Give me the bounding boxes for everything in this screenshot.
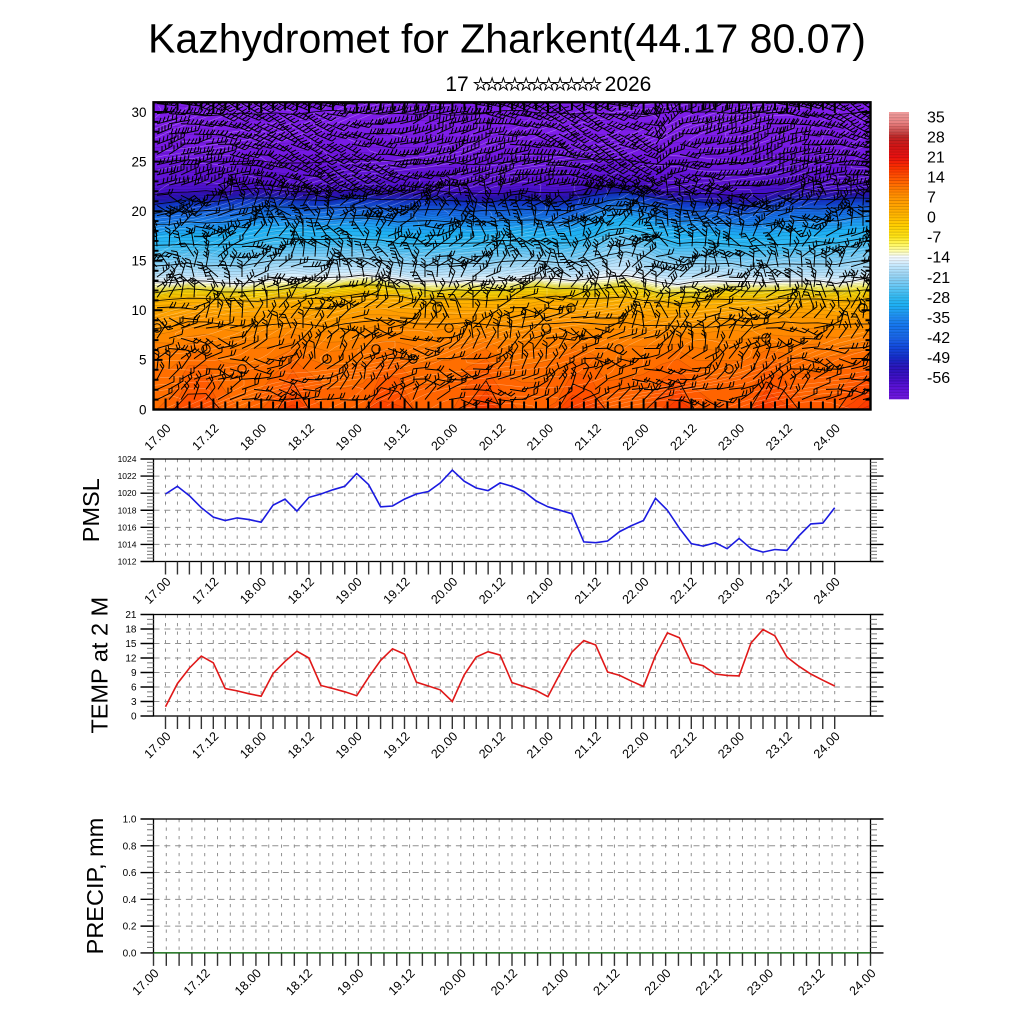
svg-text:1.0: 1.0 (123, 815, 137, 826)
svg-text:-35: -35 (927, 310, 950, 327)
svg-text:30: 30 (131, 105, 146, 120)
svg-text:6: 6 (131, 683, 137, 694)
svg-text:1012: 1012 (118, 557, 137, 567)
svg-text:0: 0 (139, 402, 147, 417)
svg-text:7: 7 (927, 190, 936, 207)
svg-text:25: 25 (131, 154, 146, 169)
svg-text:1020: 1020 (118, 488, 137, 498)
svg-text:21: 21 (927, 150, 945, 167)
svg-text:15: 15 (131, 254, 146, 269)
svg-text:TEMP at 2 M: TEMP at 2 M (87, 597, 113, 734)
svg-text:18: 18 (125, 625, 137, 636)
svg-text:2026: 2026 (605, 73, 652, 96)
svg-text:-21: -21 (927, 270, 950, 287)
svg-text:1022: 1022 (118, 471, 137, 481)
svg-text:Kazhydromet for Zharkent(44.17: Kazhydromet for Zharkent(44.17 80.07) (148, 16, 866, 62)
svg-text:0.2: 0.2 (123, 922, 137, 933)
svg-text:0.0: 0.0 (123, 949, 137, 960)
svg-text:14: 14 (927, 170, 945, 187)
svg-text:-28: -28 (927, 290, 950, 307)
svg-text:9: 9 (131, 668, 137, 679)
svg-text:12: 12 (125, 654, 137, 665)
svg-text:0: 0 (927, 210, 936, 227)
svg-text:15: 15 (125, 639, 137, 650)
svg-text:10: 10 (131, 303, 146, 318)
svg-text:5: 5 (139, 353, 147, 368)
svg-text:1018: 1018 (118, 505, 137, 515)
svg-text:-14: -14 (927, 250, 950, 267)
svg-text:PRECIP, mm: PRECIP, mm (82, 818, 108, 955)
svg-text:17: 17 (445, 73, 468, 96)
svg-text:1014: 1014 (118, 540, 137, 550)
svg-text:-42: -42 (927, 330, 950, 347)
svg-text:0: 0 (131, 712, 137, 723)
svg-text:1024: 1024 (118, 454, 137, 464)
svg-text:28: 28 (927, 130, 945, 147)
svg-text:0.4: 0.4 (123, 895, 137, 906)
svg-text:-7: -7 (927, 230, 941, 247)
svg-text:21: 21 (125, 610, 137, 621)
svg-text:35: 35 (927, 110, 945, 127)
svg-text:3: 3 (131, 697, 137, 708)
svg-text:0.8: 0.8 (123, 841, 137, 852)
svg-text:-49: -49 (927, 350, 950, 367)
svg-text:0.6: 0.6 (123, 868, 137, 879)
svg-text:PMSL: PMSL (78, 478, 104, 542)
svg-text:1016: 1016 (118, 522, 137, 532)
svg-text:-56: -56 (927, 370, 950, 387)
svg-text:20: 20 (131, 204, 146, 219)
